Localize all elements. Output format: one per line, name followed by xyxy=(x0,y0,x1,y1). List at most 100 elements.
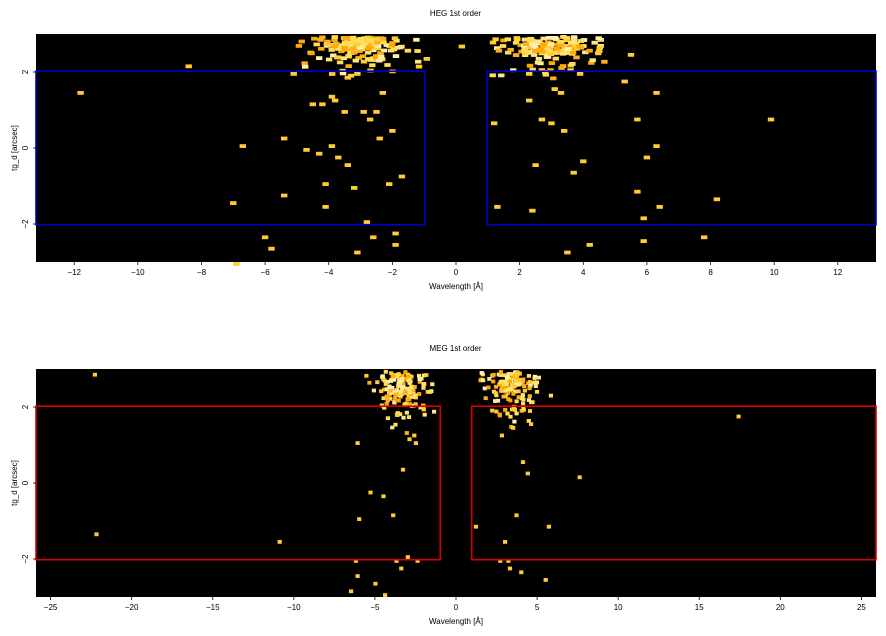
heg-event-pixel xyxy=(373,110,380,114)
heg-event-pixel xyxy=(311,36,318,41)
meg-event-pixel xyxy=(546,524,551,529)
heg-x-tick-label: −8 xyxy=(197,268,207,277)
heg-event-pixel xyxy=(317,37,324,42)
meg-event-pixel xyxy=(409,374,414,379)
meg-event-pixel xyxy=(404,431,409,435)
meg-event-pixel xyxy=(520,460,526,464)
heg-event-pixel xyxy=(379,36,387,41)
heg-event-pixel xyxy=(358,40,365,45)
meg-event-pixel xyxy=(513,389,518,394)
heg-event-pixel xyxy=(551,36,559,40)
heg-event-pixel xyxy=(546,36,553,40)
heg-event-pixel xyxy=(512,40,520,45)
meg-event-pixel xyxy=(384,394,389,399)
heg-event-pixel xyxy=(569,50,577,55)
heg-event-pixel xyxy=(345,54,352,58)
meg-event-pixel xyxy=(506,372,511,376)
heg-event-pixel xyxy=(360,59,368,64)
heg-event-pixel xyxy=(345,64,352,68)
heg-x-tick-label: −10 xyxy=(131,268,145,277)
meg-event-pixel xyxy=(383,369,388,374)
meg-event-pixel xyxy=(411,388,416,393)
meg-y-tick-label: 2 xyxy=(21,404,30,409)
meg-event-pixel xyxy=(421,386,426,390)
meg-event-pixel xyxy=(507,379,513,384)
heg-event-pixel xyxy=(534,60,542,65)
heg-event-pixel xyxy=(316,56,323,60)
meg-event-pixel xyxy=(499,433,504,438)
heg-event-pixel xyxy=(346,44,353,49)
heg-x-tick-label: 12 xyxy=(833,268,842,277)
heg-event-pixel xyxy=(528,38,536,43)
meg-event-pixel xyxy=(506,389,511,394)
heg-event-pixel xyxy=(656,205,663,209)
heg-event-pixel xyxy=(713,197,721,202)
meg-event-pixel xyxy=(379,403,384,408)
meg-event-pixel xyxy=(511,426,516,430)
meg-event-pixel xyxy=(504,375,510,380)
heg-event-pixel xyxy=(356,45,364,50)
heg-event-pixel xyxy=(571,38,578,42)
meg-region-right xyxy=(470,405,877,561)
meg-event-pixel xyxy=(526,419,531,423)
meg-event-pixel xyxy=(400,373,405,378)
heg-event-pixel xyxy=(494,205,501,209)
meg-event-pixel xyxy=(521,401,526,406)
heg-event-pixel xyxy=(577,39,585,43)
heg-event-pixel xyxy=(331,38,338,42)
meg-event-pixel xyxy=(501,382,506,386)
meg-event-pixel xyxy=(493,384,499,389)
heg-event-pixel xyxy=(371,58,379,62)
heg-event-pixel xyxy=(505,50,512,55)
meg-event-pixel xyxy=(514,411,519,416)
heg-event-pixel xyxy=(504,37,511,42)
heg-event-pixel xyxy=(538,50,545,54)
heg-x-tick-label: −12 xyxy=(67,268,81,277)
heg-event-pixel xyxy=(374,44,382,48)
heg-event-pixel xyxy=(316,151,323,156)
heg-event-pixel xyxy=(553,46,560,51)
meg-event-pixel xyxy=(382,405,387,410)
meg-event-pixel xyxy=(498,370,503,374)
heg-event-pixel xyxy=(351,39,359,44)
meg-event-pixel xyxy=(527,380,532,384)
heg-event-pixel xyxy=(331,35,338,39)
meg-event-pixel xyxy=(514,399,519,404)
heg-event-pixel xyxy=(767,117,775,122)
meg-event-pixel xyxy=(490,408,495,413)
heg-event-pixel xyxy=(350,50,358,55)
heg-event-pixel xyxy=(627,53,635,57)
meg-event-pixel xyxy=(368,490,373,495)
meg-event-pixel xyxy=(512,419,517,424)
meg-event-pixel xyxy=(503,408,508,412)
heg-event-pixel xyxy=(77,91,84,95)
heg-event-pixel xyxy=(588,61,595,65)
meg-event-pixel xyxy=(392,396,397,401)
meg-event-pixel xyxy=(548,393,553,398)
heg-x-tick-label: 0 xyxy=(454,268,459,277)
meg-event-pixel xyxy=(507,566,513,571)
meg-event-pixel xyxy=(503,540,508,544)
heg-events xyxy=(77,35,775,266)
meg-event-pixel xyxy=(501,385,506,390)
meg-event-pixel xyxy=(406,395,411,399)
meg-event-pixel xyxy=(527,409,533,413)
heg-event-pixel xyxy=(370,48,377,53)
meg-event-pixel xyxy=(516,389,521,394)
meg-event-pixel xyxy=(407,397,412,402)
meg-event-pixel xyxy=(412,393,417,398)
meg-event-pixel xyxy=(390,385,395,390)
heg-x-tick-label: 8 xyxy=(708,268,713,277)
heg-region-right xyxy=(486,70,877,226)
meg-event-pixel xyxy=(526,374,531,378)
heg-event-pixel xyxy=(365,57,372,61)
meg-event-pixel xyxy=(396,372,401,376)
heg-event-pixel xyxy=(233,262,240,266)
meg-event-pixel xyxy=(394,398,399,403)
meg-event-pixel xyxy=(493,399,498,403)
meg-x-tick-label: −15 xyxy=(206,603,220,612)
heg-event-pixel xyxy=(586,243,593,247)
meg-event-pixel xyxy=(519,408,524,413)
heg-event-pixel xyxy=(573,46,580,51)
meg-event-pixel xyxy=(515,376,520,380)
